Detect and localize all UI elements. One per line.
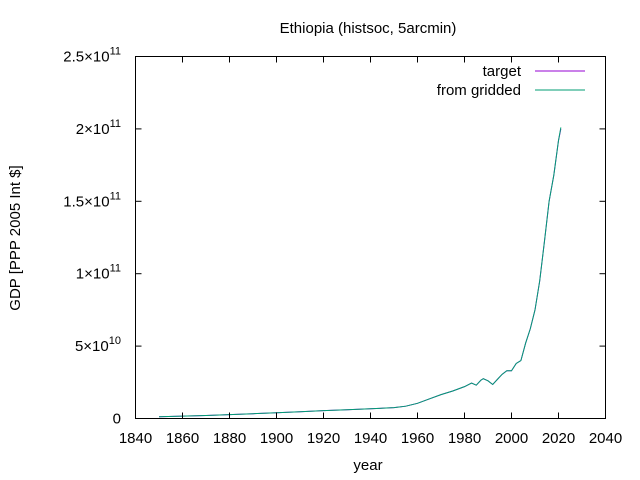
y-axis: 0 5×1010 1×1011 1.5×1011 2×1011 2.5×1011 bbox=[63, 46, 606, 428]
y-tick-label: 2.5×1011 bbox=[63, 46, 121, 66]
x-axis-label: year bbox=[353, 457, 382, 474]
x-tick-label: 1840 bbox=[119, 430, 152, 447]
x-tick-label: 1960 bbox=[401, 430, 434, 447]
x-tick-label: 2020 bbox=[542, 430, 575, 447]
x-tick-label: 1940 bbox=[354, 430, 387, 447]
y-axis-label: GDP [PPP 2005 Int $] bbox=[7, 165, 24, 310]
x-tick-label: 2000 bbox=[495, 430, 528, 447]
x-axis: 1840 1860 1880 1900 1920 1940 1960 1980 2000 2020… bbox=[119, 56, 622, 447]
series-layer bbox=[158, 127, 562, 418]
legend-label-from-gridded: from gridded bbox=[437, 82, 521, 99]
x-tick-label: 1860 bbox=[166, 430, 199, 447]
legend-label-target: target bbox=[483, 63, 522, 80]
x-tick-label: 2040 bbox=[589, 430, 622, 447]
y-tick-label: 0 bbox=[113, 411, 121, 428]
y-tick-label: 2×1011 bbox=[76, 118, 121, 138]
x-tick-label: 1980 bbox=[448, 430, 481, 447]
y-tick-label: 1×1011 bbox=[76, 263, 121, 283]
x-tick-label: 1880 bbox=[213, 430, 246, 447]
y-tick-label: 1.5×1011 bbox=[63, 190, 121, 210]
series-line-target bbox=[158, 128, 562, 418]
legend: target from gridded bbox=[437, 63, 585, 99]
series-line-from-gridded bbox=[158, 127, 562, 418]
plot-area bbox=[135, 56, 606, 419]
x-tick-label: 1920 bbox=[307, 430, 340, 447]
plot-frame bbox=[135, 56, 606, 419]
y-tick-label: 5×1010 bbox=[75, 335, 121, 355]
x-tick-label: 1900 bbox=[260, 430, 293, 447]
chart-title: Ethiopia (histsoc, 5arcmin) bbox=[280, 20, 457, 37]
